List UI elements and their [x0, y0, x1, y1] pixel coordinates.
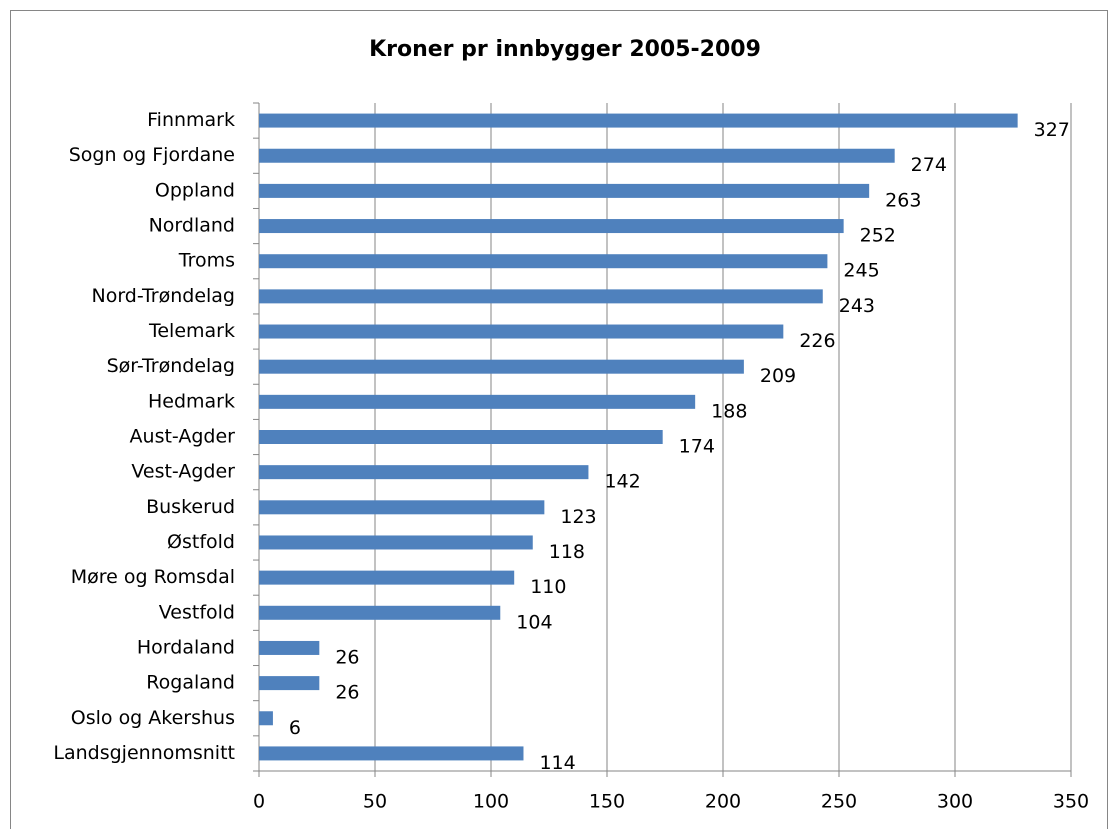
value-label: 6	[289, 717, 301, 739]
x-tick-label: 100	[473, 791, 509, 813]
bar	[259, 219, 844, 234]
value-label: 226	[799, 330, 835, 352]
bar	[259, 570, 515, 585]
bar	[259, 535, 533, 550]
bar	[259, 746, 524, 761]
value-label: 26	[335, 682, 359, 704]
y-tick-label: Oslo og Akershus	[71, 707, 235, 729]
bar	[259, 640, 320, 655]
x-tick-label: 50	[363, 791, 387, 813]
value-label: 327	[1034, 119, 1070, 141]
value-label: 252	[860, 225, 896, 247]
bar	[259, 394, 696, 409]
value-label: 104	[516, 611, 552, 633]
y-tick-label: Sør-Trøndelag	[107, 355, 235, 377]
y-tick-label: Oppland	[155, 179, 235, 201]
x-tick-label: 350	[1053, 791, 1089, 813]
value-label: 188	[711, 400, 747, 422]
y-tick-label: Østfold	[167, 531, 235, 553]
value-label: 209	[760, 365, 796, 387]
y-tick-label: Landsgjennomsnitt	[53, 742, 235, 764]
y-tick-label: Hordaland	[137, 636, 235, 658]
bar	[259, 359, 744, 374]
value-label: 118	[549, 541, 585, 563]
bar	[259, 465, 589, 480]
value-label: 142	[604, 471, 640, 493]
y-tick-label: Aust-Agder	[130, 426, 236, 448]
bar	[259, 289, 823, 304]
y-tick-label: Vestfold	[159, 601, 235, 623]
bar	[259, 430, 663, 444]
y-tick-label: Nordland	[149, 215, 235, 237]
value-label: 110	[530, 576, 566, 598]
y-tick-label: Rogaland	[146, 672, 235, 694]
y-tick-label: Troms	[178, 250, 235, 272]
x-tick-label: 150	[589, 791, 625, 813]
x-tick-label: 250	[821, 791, 857, 813]
y-tick-label: Sogn og Fjordane	[69, 144, 235, 166]
y-tick-label: Hedmark	[148, 390, 235, 412]
value-label: 263	[885, 189, 921, 211]
chart-frame	[10, 10, 1108, 829]
x-tick-label: 300	[937, 791, 973, 813]
y-tick-label: Vest-Agder	[131, 461, 235, 483]
bar	[259, 113, 1018, 128]
value-label: 245	[843, 260, 879, 282]
bar	[259, 148, 895, 163]
x-tick-label: 200	[705, 791, 741, 813]
value-label: 243	[839, 295, 875, 317]
x-tick-label: 0	[253, 791, 265, 813]
bar	[259, 183, 870, 198]
bar	[259, 605, 501, 620]
value-label: 114	[539, 752, 575, 774]
y-tick-label: Finnmark	[147, 109, 235, 131]
bar	[259, 254, 828, 269]
value-label: 274	[911, 154, 947, 176]
y-tick-label: Nord-Trøndelag	[91, 285, 235, 307]
bar	[259, 676, 320, 691]
y-tick-label: Møre og Romsdal	[71, 566, 235, 588]
value-label: 174	[679, 436, 715, 458]
value-label: 26	[335, 646, 359, 668]
bar	[259, 324, 784, 339]
y-tick-label: Buskerud	[146, 496, 235, 518]
bar	[259, 711, 273, 726]
chart-title: Kroner pr innbygger 2005-2009	[369, 37, 761, 62]
value-label: 123	[560, 506, 596, 528]
y-tick-label: Telemark	[148, 320, 235, 342]
bar	[259, 500, 545, 515]
